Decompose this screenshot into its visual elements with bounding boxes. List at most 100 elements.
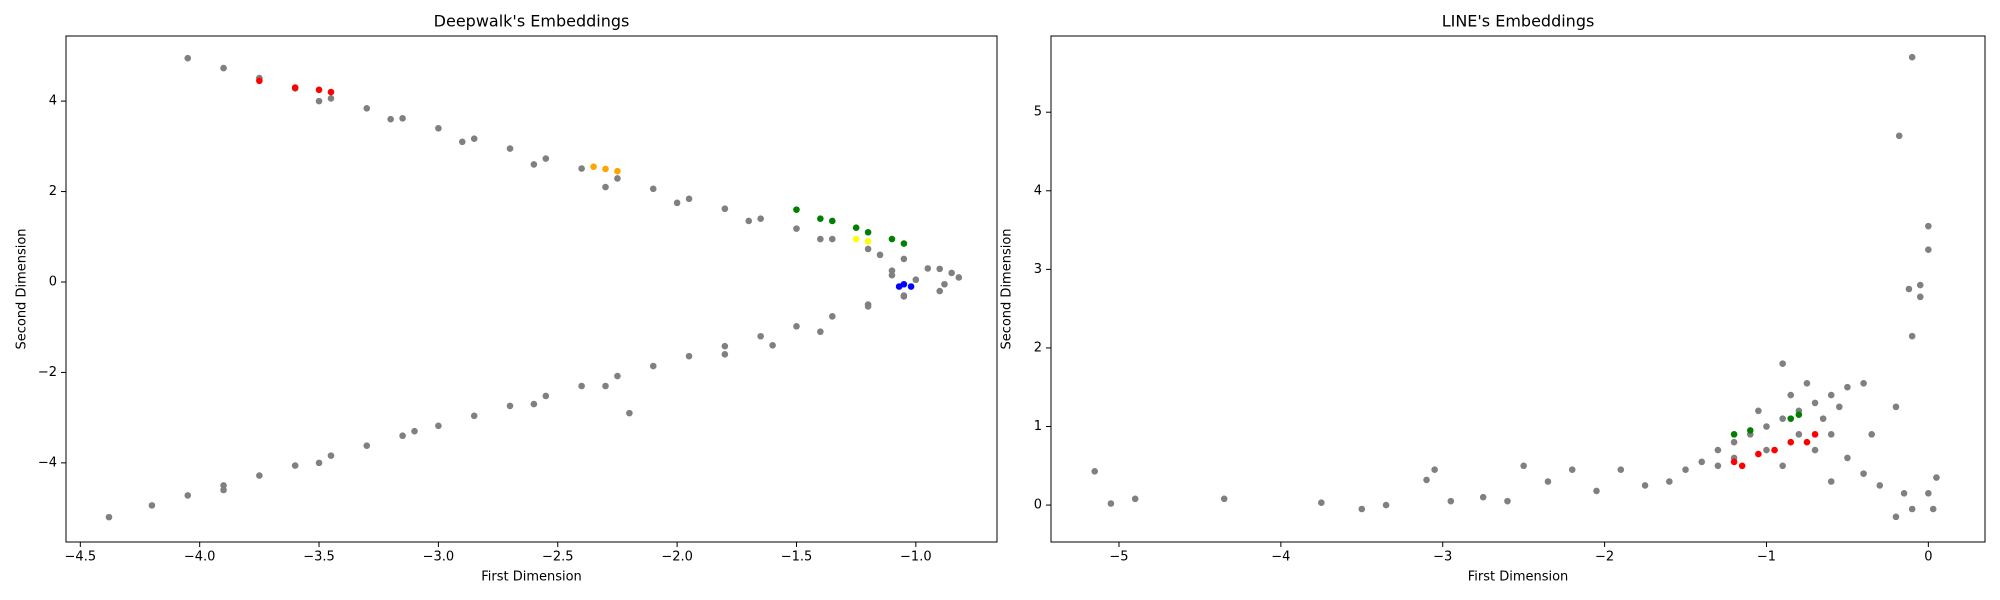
- y-tick-label: 5: [1034, 105, 1042, 120]
- point: [435, 124, 442, 132]
- point: [327, 452, 335, 459]
- point: [1811, 431, 1819, 438]
- point: [1819, 415, 1827, 422]
- point: [649, 185, 657, 193]
- x-tick-label: −4.0: [184, 550, 216, 565]
- point: [864, 245, 872, 253]
- point: [184, 54, 192, 62]
- point: [1779, 462, 1786, 470]
- point: [955, 274, 963, 281]
- point: [1682, 466, 1689, 474]
- point: [912, 276, 920, 284]
- point: [363, 442, 371, 449]
- x-tick-label: −2.5: [542, 550, 574, 565]
- x-tick-label: −3.0: [423, 550, 455, 565]
- point: [458, 138, 466, 146]
- point: [888, 271, 896, 279]
- point: [470, 412, 478, 420]
- point: [1358, 505, 1366, 513]
- point: [1795, 431, 1803, 438]
- point: [399, 432, 406, 440]
- point: [578, 382, 585, 390]
- point: [1730, 458, 1738, 466]
- plot-frame: [65, 35, 998, 543]
- point: [1900, 489, 1908, 497]
- point: [530, 400, 538, 408]
- point: [1908, 53, 1916, 61]
- point: [817, 215, 824, 222]
- point: [315, 97, 323, 105]
- point: [411, 427, 418, 435]
- point: [685, 195, 693, 203]
- y-tick-label: 0: [49, 274, 57, 289]
- y-tick-label: 4: [49, 94, 57, 109]
- point: [1916, 281, 1924, 289]
- point: [327, 95, 335, 102]
- point: [1811, 446, 1819, 454]
- x-tick-label: −4: [1271, 550, 1290, 565]
- point: [1895, 132, 1903, 140]
- x-tick-label: −1.0: [900, 550, 932, 565]
- point: [1892, 513, 1900, 521]
- point: [828, 235, 836, 243]
- point: [602, 183, 609, 191]
- point: [1763, 446, 1770, 454]
- point: [757, 215, 764, 222]
- y-axis-label: Second Dimension: [1000, 228, 1015, 349]
- point: [1925, 489, 1932, 497]
- point: [1544, 478, 1552, 485]
- point: [1803, 379, 1811, 387]
- point: [1666, 478, 1673, 485]
- point: [614, 372, 621, 380]
- point: [220, 486, 227, 494]
- point: [1916, 293, 1924, 301]
- point: [1844, 383, 1851, 391]
- point: [1925, 222, 1932, 230]
- point: [1431, 466, 1438, 474]
- point: [1617, 466, 1625, 474]
- point: [1860, 470, 1867, 477]
- point: [542, 155, 550, 162]
- x-tick-label: 0: [1924, 550, 1932, 565]
- point: [864, 228, 872, 236]
- point: [1220, 495, 1228, 503]
- point: [1730, 431, 1738, 438]
- point: [1779, 360, 1786, 367]
- y-tick-label: 4: [1034, 183, 1042, 198]
- x-axis-label: First Dimension: [1468, 570, 1569, 585]
- x-tick-label: −1.5: [781, 550, 813, 565]
- x-tick-label: −4.5: [65, 550, 97, 565]
- point: [1479, 493, 1487, 501]
- point: [673, 199, 681, 207]
- point: [1844, 454, 1851, 462]
- point: [649, 362, 657, 370]
- point: [817, 328, 824, 336]
- point: [1714, 446, 1722, 454]
- y-tick-label: 0: [1034, 498, 1042, 513]
- point: [793, 206, 800, 213]
- point: [614, 167, 621, 175]
- point: [769, 341, 776, 349]
- point: [1795, 411, 1803, 419]
- x-axis-label: First Dimension: [481, 570, 582, 585]
- point: [1929, 505, 1937, 513]
- point: [936, 265, 944, 273]
- point: [542, 392, 550, 400]
- point: [852, 235, 860, 243]
- point: [828, 313, 836, 320]
- point: [1787, 415, 1795, 422]
- point: [1763, 423, 1770, 430]
- x-tick-label: −2.0: [661, 550, 693, 565]
- point: [506, 145, 514, 152]
- point: [1447, 497, 1455, 505]
- point: [876, 251, 884, 259]
- point: [1811, 399, 1819, 407]
- x-tick-label: −5: [1109, 550, 1128, 565]
- point: [1504, 497, 1511, 505]
- point: [793, 225, 800, 232]
- point: [590, 163, 597, 170]
- y-tick-label: −2: [38, 365, 57, 380]
- point: [1860, 379, 1867, 387]
- point: [900, 293, 908, 300]
- point: [1827, 478, 1835, 485]
